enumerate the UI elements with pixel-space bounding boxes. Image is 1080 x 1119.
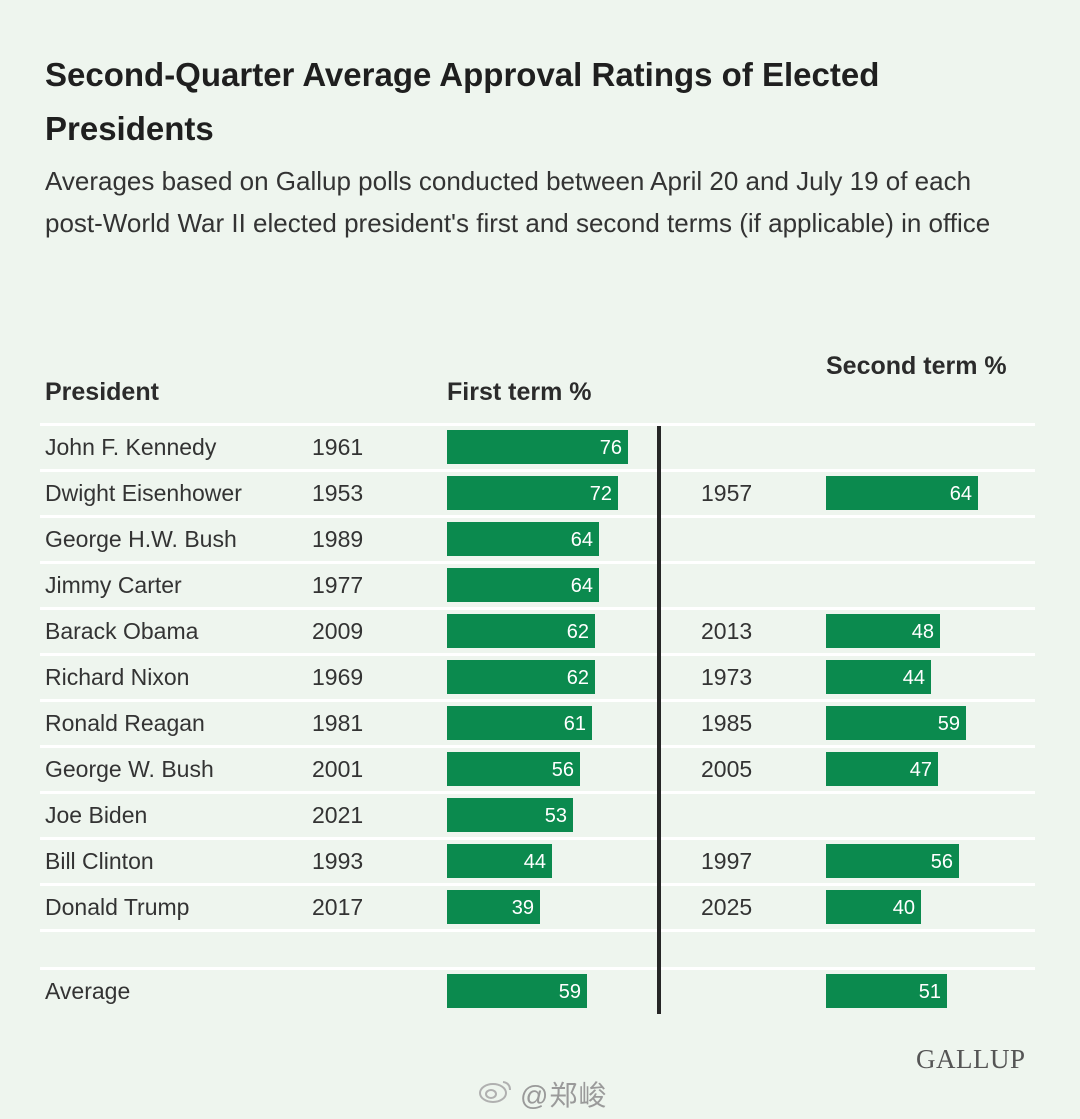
average-second-bar: 51 [826,974,947,1008]
second-term-year: 1973 [701,664,753,690]
header-second-term: Second term % [826,352,1007,380]
row-separator [40,883,1035,928]
header-first-term: First term % [447,378,592,406]
row-separator [40,745,1035,790]
second-term-year: 2005 [701,756,753,782]
row-separator [40,469,1035,514]
average-first-bar: 59 [447,974,587,1008]
header-president: President [45,378,159,406]
first-term-bar: 72 [447,476,618,510]
first-term-bar: 53 [447,798,573,832]
row-separator [40,699,1035,744]
average-label: Average [45,978,131,1004]
first-term-bar: 61 [447,706,592,740]
first-term-bar: 64 [447,568,599,602]
second-term-bar: 64 [826,476,978,510]
row-separator [40,607,1035,652]
first-term-year: 2017 [312,894,364,920]
second-term-bar: 40 [826,890,921,924]
second-term-year: 1985 [701,710,753,736]
first-term-year: 1977 [312,572,364,598]
second-term-year: 2013 [701,618,753,644]
president-name: George W. Bush [45,756,214,782]
first-term-year: 1969 [312,664,364,690]
first-term-year: 1981 [312,710,364,736]
row-separator [40,423,1035,468]
term-divider [657,426,661,1014]
president-name: Joe Biden [45,802,148,828]
chart-title: Second-Quarter Average Approval Ratings … [45,56,880,147]
row-separator [40,929,1035,974]
second-term-bar: 47 [826,752,938,786]
first-term-year: 2009 [312,618,364,644]
president-name: Bill Clinton [45,848,154,874]
second-term-year: 1957 [701,480,753,506]
first-term-bar: 76 [447,430,628,464]
row-separator [40,967,1035,1012]
president-name: John F. Kennedy [45,434,217,460]
chart-subtitle: Averages based on Gallup polls conducted… [45,166,991,238]
first-term-year: 2021 [312,802,364,828]
first-term-bar: 44 [447,844,552,878]
first-term-year: 1989 [312,526,364,552]
row-separator [40,561,1035,606]
president-name: Jimmy Carter [45,572,182,598]
president-name: Donald Trump [45,894,190,920]
first-term-bar: 62 [447,660,595,694]
row-separator [40,653,1035,698]
first-term-bar: 56 [447,752,580,786]
watermark-text: @郑峻 [520,1080,608,1111]
second-term-bar: 56 [826,844,959,878]
first-term-year: 1961 [312,434,364,460]
first-term-bar: 62 [447,614,595,648]
president-name: Barack Obama [45,618,199,644]
row-separator [40,515,1035,560]
second-term-year: 2025 [701,894,753,920]
second-term-bar: 44 [826,660,931,694]
second-term-bar: 48 [826,614,940,648]
first-term-year: 1953 [312,480,364,506]
president-name: Richard Nixon [45,664,190,690]
weibo-icon [479,1081,511,1103]
president-name: George H.W. Bush [45,526,237,552]
first-term-bar: 64 [447,522,599,556]
row-separator [40,791,1035,836]
second-term-bar: 59 [826,706,966,740]
first-term-bar: 39 [447,890,540,924]
first-term-year: 2001 [312,756,364,782]
president-name: Dwight Eisenhower [45,480,242,506]
president-name: Ronald Reagan [45,710,205,736]
first-term-year: 1993 [312,848,364,874]
second-term-year: 1997 [701,848,753,874]
row-separator [40,837,1035,882]
gallup-logo: GALLUP [916,1044,1026,1074]
